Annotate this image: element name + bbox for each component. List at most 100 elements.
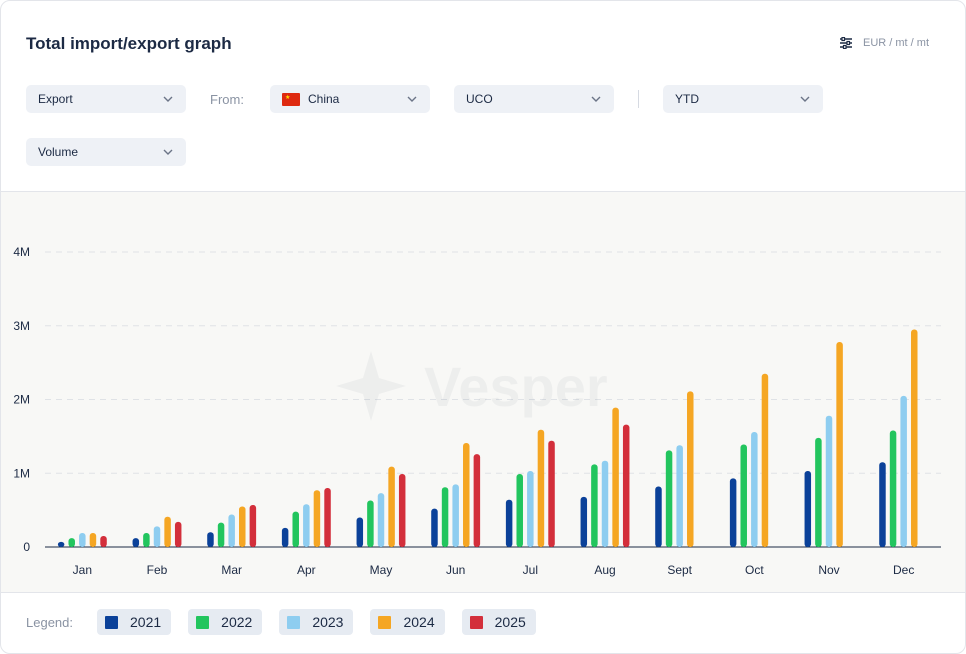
metric-dropdown[interactable]: Volume (26, 138, 186, 166)
chart-area: 0 1M 2M 3M 4M Jan Feb Mar Apr May Jun Jul Aug Sept Oct… (1, 191, 965, 593)
bar-2021-oct (729, 478, 737, 547)
bar-2022-feb (143, 532, 150, 547)
y-tick-label: 1M (13, 466, 30, 480)
china-flag-icon: ★ (282, 92, 300, 106)
bar-2025-may (398, 473, 406, 547)
country-dropdown[interactable]: ★ China (270, 85, 430, 113)
bar-2023-may (377, 493, 385, 547)
bar-2022-jul (516, 473, 523, 547)
bar-2023-oct (751, 431, 758, 547)
legend-item-2022[interactable]: 2022 (188, 609, 263, 635)
bar-2021-aug (580, 496, 588, 547)
bar-2023-dec (900, 395, 907, 547)
x-tick-label: Aug (594, 563, 615, 577)
bar-2024-jul (537, 429, 545, 547)
legend-item-2021[interactable]: 2021 (97, 609, 172, 635)
bar-2022-sept (665, 450, 673, 547)
period-value: YTD (675, 92, 699, 106)
bar-2022-nov (815, 437, 822, 547)
y-tick-label: 2M (13, 393, 30, 407)
x-tick-label: Mar (221, 563, 242, 577)
legend-item-2024[interactable]: 2024 (370, 609, 445, 635)
product-dropdown[interactable]: UCO (454, 85, 614, 113)
legend-item-label: 2021 (130, 614, 162, 630)
bar-2022-aug (591, 464, 598, 547)
x-tick-label: Jul (523, 563, 538, 577)
from-label: From: (210, 92, 244, 107)
bar-2023-jul (527, 471, 534, 547)
legend-swatch (105, 615, 118, 629)
chevron-down-icon (407, 96, 417, 102)
bar-2024-oct (761, 373, 769, 547)
bar-2024-sept (687, 391, 694, 547)
period-dropdown[interactable]: YTD (663, 85, 823, 113)
x-tick-label: Sept (667, 563, 692, 577)
chevron-down-icon (163, 96, 173, 102)
x-tick-label: Dec (893, 563, 914, 577)
legend-item-2023[interactable]: 2023 (279, 609, 354, 635)
bar-2023-apr (303, 504, 310, 547)
bar-2023-jan (79, 532, 86, 547)
bar-2021-sept (655, 486, 662, 547)
chevron-down-icon (591, 96, 601, 102)
bar-2022-jun (441, 487, 449, 547)
legend-item-2025[interactable]: 2025 (461, 609, 536, 635)
x-tick-label: Nov (818, 563, 839, 577)
legend-label: Legend: (26, 614, 73, 630)
bar-2024-apr (313, 490, 321, 547)
legend-swatch (469, 615, 483, 629)
bar-2023-mar (228, 514, 235, 547)
x-tick-label: Jun (446, 563, 465, 577)
bar-2021-feb (132, 538, 140, 547)
bar-2022-mar (217, 522, 225, 547)
bar-2021-apr (281, 527, 289, 547)
bar-2025-aug (622, 424, 630, 547)
country-value: China (308, 92, 340, 106)
bar-2023-jun (452, 484, 459, 547)
bar-2025-jul (548, 440, 555, 547)
bar-2024-mar (239, 506, 246, 547)
product-value: UCO (466, 92, 493, 106)
legend-swatch (378, 615, 392, 629)
filter-divider (638, 90, 639, 108)
bar-2022-dec (889, 430, 897, 547)
bar-2025-apr (324, 488, 331, 547)
x-tick-label: Feb (147, 563, 168, 577)
bar-2024-jan (89, 532, 97, 547)
bar-2021-jul (505, 499, 513, 547)
bar-2022-apr (292, 511, 299, 547)
bar-chart: 0 1M 2M 3M 4M Jan Feb Mar Apr May Jun Jul Aug Sept Oct… (13, 245, 941, 577)
legend: Legend: 2021 2022 2023 2024 2025 (26, 609, 553, 635)
chevron-down-icon (163, 149, 173, 155)
bar-2021-dec (879, 462, 886, 547)
bar-2024-may (388, 466, 395, 547)
bar-2024-nov (836, 341, 843, 547)
y-tick-label: 0 (23, 540, 30, 554)
x-tick-label: Oct (745, 563, 764, 577)
bar-2024-dec (911, 329, 918, 547)
bar-2024-jun (463, 443, 470, 547)
sliders-icon (839, 37, 853, 49)
bar-2024-feb (164, 516, 171, 547)
bar-2022-may (367, 500, 374, 547)
bar-2025-feb (174, 521, 182, 547)
legend-item-label: 2024 (403, 614, 435, 630)
units-label: EUR / mt / mt (863, 37, 929, 49)
x-tick-label: Jan (73, 563, 92, 577)
units-selector[interactable]: EUR / mt / mt (839, 37, 929, 49)
bar-2025-mar (249, 504, 257, 547)
y-tick-label: 4M (13, 245, 30, 259)
bar-2022-oct (740, 444, 747, 547)
bar-2021-jun (431, 508, 438, 547)
bar-2023-aug (601, 460, 609, 547)
chevron-down-icon (800, 96, 810, 102)
bar-2021-mar (207, 532, 214, 547)
metric-value: Volume (38, 145, 79, 159)
bar-2025-jan (100, 535, 107, 547)
flow-value: Export (38, 92, 73, 106)
flow-dropdown[interactable]: Export (26, 85, 186, 113)
bar-2022-jan (68, 538, 75, 547)
bar-2024-aug (612, 407, 619, 547)
bar-2025-jun (473, 454, 481, 547)
